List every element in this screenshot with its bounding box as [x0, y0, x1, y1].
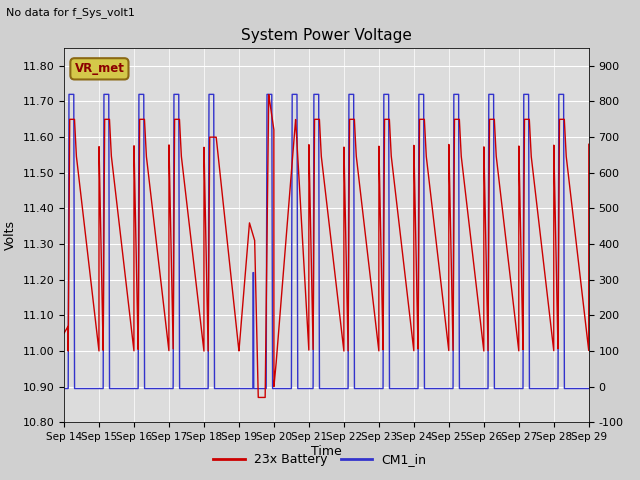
Line: CM1_in: CM1_in: [64, 95, 589, 388]
23x Battery: [477, 325, 485, 331]
CM1_in: [394, 385, 401, 391]
CM1_in: [477, 385, 485, 391]
CM1_in: [65, 92, 73, 97]
23x Battery: [254, 395, 262, 400]
Line: 23x Battery: 23x Battery: [64, 95, 589, 397]
23x Battery: [585, 142, 593, 147]
CM1_in: [449, 356, 457, 362]
23x Battery: [86, 274, 94, 280]
Legend: 23x Battery, CM1_in: 23x Battery, CM1_in: [208, 448, 432, 471]
Text: VR_met: VR_met: [74, 62, 124, 75]
Y-axis label: Volts: Volts: [4, 220, 17, 250]
23x Battery: [371, 312, 378, 318]
X-axis label: Time: Time: [311, 445, 342, 458]
23x Battery: [449, 325, 457, 331]
23x Battery: [394, 207, 401, 213]
CM1_in: [250, 385, 258, 391]
CM1_in: [86, 385, 94, 391]
CM1_in: [371, 385, 378, 391]
Title: System Power Voltage: System Power Voltage: [241, 28, 412, 43]
CM1_in: [585, 385, 593, 391]
23x Battery: [250, 235, 258, 241]
23x Battery: [265, 92, 273, 97]
Text: No data for f_Sys_volt1: No data for f_Sys_volt1: [6, 7, 135, 18]
23x Battery: [60, 330, 68, 336]
CM1_in: [60, 385, 68, 391]
